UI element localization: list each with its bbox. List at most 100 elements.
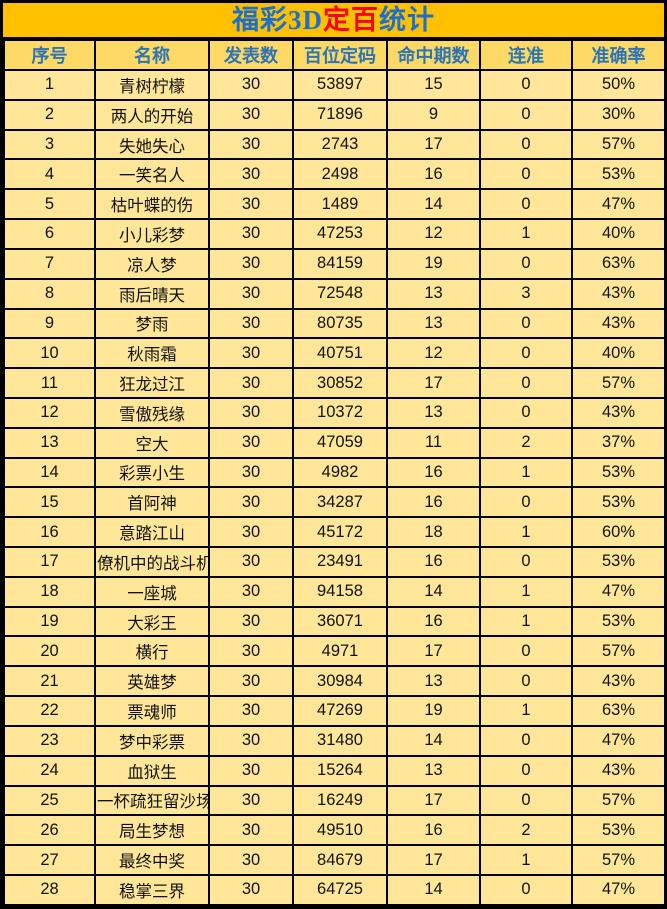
table-row: 15 首阿神 30 34287 16 0 53% bbox=[3, 486, 664, 519]
cell-published: 30 bbox=[208, 724, 294, 757]
cell-index: 14 bbox=[3, 456, 96, 489]
cell-streak: 0 bbox=[479, 396, 573, 429]
title-segment-red: 定百 bbox=[323, 4, 379, 35]
cell-streak: 0 bbox=[479, 754, 573, 787]
cell-accuracy: 57% bbox=[571, 635, 664, 668]
cell-published: 30 bbox=[208, 367, 294, 399]
cell-published: 30 bbox=[208, 158, 294, 191]
cell-index: 2 bbox=[3, 98, 96, 131]
cell-streak: 1 bbox=[479, 844, 573, 876]
table-row: 23 梦中彩票 30 31480 14 0 47% bbox=[3, 724, 664, 757]
cell-name: 雨后晴天 bbox=[94, 277, 210, 310]
page-title: 福彩3D 定百 统计 bbox=[3, 3, 664, 39]
cell-streak: 0 bbox=[479, 337, 573, 370]
cell-published: 30 bbox=[208, 784, 294, 817]
table-row: 17 僚机中的战斗机 30 23491 16 0 53% bbox=[3, 546, 664, 578]
cell-accuracy: 47% bbox=[571, 724, 664, 757]
cell-index: 12 bbox=[3, 396, 96, 429]
cell-index: 9 bbox=[3, 307, 96, 340]
lottery-stats-table: 序号 名称 发表数 百位定码 命中期数 连准 准确率 1 青树柠檬 30 53897 1… bbox=[3, 39, 664, 906]
cell-name: 两人的开始 bbox=[94, 98, 210, 131]
cell-hits: 11 bbox=[386, 426, 481, 459]
cell-code: 49510 bbox=[292, 814, 388, 847]
table-row: 21 英雄梦 30 30984 13 0 43% bbox=[3, 665, 664, 698]
cell-streak: 2 bbox=[479, 814, 573, 847]
cell-accuracy: 37% bbox=[571, 426, 664, 459]
cell-accuracy: 60% bbox=[571, 516, 664, 548]
cell-name: 大彩王 bbox=[94, 605, 210, 638]
cell-accuracy: 43% bbox=[571, 307, 664, 340]
cell-accuracy: 40% bbox=[571, 337, 664, 370]
cell-code: 72548 bbox=[292, 277, 388, 310]
cell-streak: 0 bbox=[479, 188, 573, 221]
cell-name: 稳掌三界 bbox=[94, 873, 210, 906]
cell-code: 40751 bbox=[292, 337, 388, 370]
cell-published: 30 bbox=[208, 844, 294, 876]
cell-published: 30 bbox=[208, 695, 294, 727]
cell-index: 7 bbox=[3, 247, 96, 280]
table-row: 6 小儿彩梦 30 47253 12 1 40% bbox=[3, 218, 664, 250]
cell-published: 30 bbox=[208, 307, 294, 340]
cell-index: 19 bbox=[3, 605, 96, 638]
cell-published: 30 bbox=[208, 546, 294, 578]
cell-name: 一座城 bbox=[94, 575, 210, 608]
column-header-index: 序号 bbox=[3, 39, 96, 71]
cell-index: 5 bbox=[3, 188, 96, 221]
cell-published: 30 bbox=[208, 486, 294, 519]
cell-code: 2743 bbox=[292, 128, 388, 161]
cell-streak: 0 bbox=[479, 128, 573, 161]
cell-index: 18 bbox=[3, 575, 96, 608]
cell-name: 横行 bbox=[94, 635, 210, 668]
cell-code: 84679 bbox=[292, 844, 388, 876]
cell-index: 28 bbox=[3, 873, 96, 906]
cell-hits: 13 bbox=[386, 665, 481, 698]
cell-published: 30 bbox=[208, 665, 294, 698]
cell-name: 血狱生 bbox=[94, 754, 210, 787]
cell-index: 10 bbox=[3, 337, 96, 370]
table-row: 14 彩票小生 30 4982 16 1 53% bbox=[3, 456, 664, 489]
cell-hits: 14 bbox=[386, 724, 481, 757]
table-row: 13 空大 30 47059 11 2 37% bbox=[3, 426, 664, 459]
cell-accuracy: 43% bbox=[571, 396, 664, 429]
cell-published: 30 bbox=[208, 69, 294, 101]
cell-streak: 2 bbox=[479, 426, 573, 459]
cell-name: 秋雨霜 bbox=[94, 337, 210, 370]
table-row: 11 狂龙过江 30 30852 17 0 57% bbox=[3, 367, 664, 399]
cell-hits: 9 bbox=[386, 98, 481, 131]
cell-name: 彩票小生 bbox=[94, 456, 210, 489]
column-header-accuracy: 准确率 bbox=[571, 39, 664, 71]
table-row: 19 大彩王 30 36071 16 1 53% bbox=[3, 605, 664, 638]
cell-published: 30 bbox=[208, 873, 294, 906]
cell-code: 2498 bbox=[292, 158, 388, 191]
table-row: 28 稳掌三界 30 64725 14 0 47% bbox=[3, 873, 664, 906]
table-row: 8 雨后晴天 30 72548 13 3 43% bbox=[3, 277, 664, 310]
cell-accuracy: 57% bbox=[571, 128, 664, 161]
table-row: 24 血狱生 30 15264 13 0 43% bbox=[3, 754, 664, 787]
cell-hits: 13 bbox=[386, 307, 481, 340]
cell-name: 小儿彩梦 bbox=[94, 218, 210, 250]
cell-code: 47253 bbox=[292, 218, 388, 250]
table-row: 16 意踏江山 30 45172 18 1 60% bbox=[3, 516, 664, 548]
table-row: 26 局生梦想 30 49510 16 2 53% bbox=[3, 814, 664, 847]
cell-hits: 13 bbox=[386, 754, 481, 787]
cell-streak: 1 bbox=[479, 516, 573, 548]
cell-name: 一杯疏狂留沙场 bbox=[94, 784, 210, 817]
cell-name: 狂龙过江 bbox=[94, 367, 210, 399]
cell-accuracy: 43% bbox=[571, 665, 664, 698]
table-row: 5 枯叶蝶的伤 30 1489 14 0 47% bbox=[3, 188, 664, 221]
cell-accuracy: 53% bbox=[571, 486, 664, 519]
cell-index: 13 bbox=[3, 426, 96, 459]
title-segment-blue-2: 统计 bbox=[379, 4, 435, 35]
cell-hits: 16 bbox=[386, 605, 481, 638]
cell-streak: 0 bbox=[479, 247, 573, 280]
table-row: 10 秋雨霜 30 40751 12 0 40% bbox=[3, 337, 664, 370]
cell-code: 34287 bbox=[292, 486, 388, 519]
table-row: 18 一座城 30 94158 14 1 47% bbox=[3, 575, 664, 608]
cell-published: 30 bbox=[208, 605, 294, 638]
cell-index: 22 bbox=[3, 695, 96, 727]
cell-streak: 1 bbox=[479, 695, 573, 727]
cell-code: 23491 bbox=[292, 546, 388, 578]
table-row: 27 最终中奖 30 84679 17 1 57% bbox=[3, 844, 664, 876]
cell-published: 30 bbox=[208, 337, 294, 370]
